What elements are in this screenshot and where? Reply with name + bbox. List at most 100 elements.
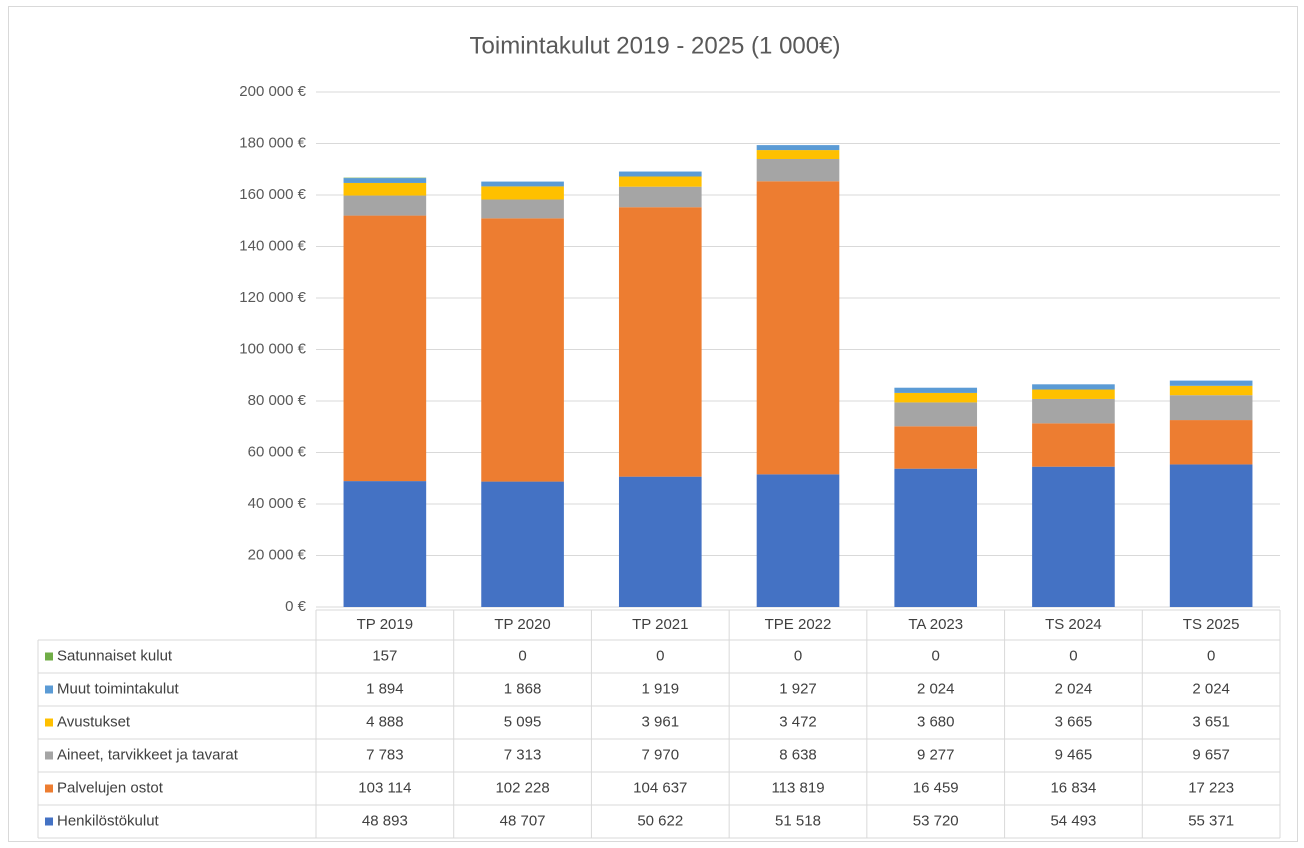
table-cell: 16 459 [913,779,959,796]
legend-key [45,817,53,826]
bar-segment [894,392,978,403]
legend-label: Palvelujen ostot [57,779,164,796]
y-tick-label: 20 000 € [248,546,307,563]
y-tick-label: 80 000 € [248,392,307,409]
bar-segment [894,426,978,469]
table-cell: 7 970 [642,746,680,763]
legend-label: Henkilöstökulut [57,812,160,829]
bar-segment [1169,420,1253,465]
legend-key [45,751,53,760]
bar-segment [481,199,564,219]
table-cell: 16 834 [1050,779,1096,796]
table-cell: 5 095 [504,713,542,730]
legend-key [45,652,53,661]
table-cell: 3 651 [1192,713,1230,730]
legend-label: Aineet, tarvikkeet ja tavarat [57,746,239,763]
bar-segment [618,176,702,187]
table-cell: 1 919 [642,680,680,697]
bar-segment [618,476,702,607]
x-tick-label: TP 2020 [494,616,550,633]
y-tick-label: 120 000 € [239,289,306,306]
table-cell: 3 472 [779,713,817,730]
table-cell: 1 868 [504,680,542,697]
table-cell: 0 [932,647,940,664]
x-tick-label: TP 2019 [357,616,413,633]
bar-segment [618,186,702,208]
table-cell: 7 783 [366,746,404,763]
bar-segment [756,474,840,607]
table-cell: 2 024 [1192,680,1230,697]
table-cell: 8 638 [779,746,817,763]
bar-segment [1032,466,1115,607]
bar-segment [756,145,840,151]
legend-label: Avustukset [57,713,131,730]
bar-segment [1169,395,1253,421]
bar-segment [894,468,978,607]
y-tick-label: 140 000 € [239,237,306,254]
bar-segment [1169,464,1253,607]
table-cell: 1 927 [779,680,817,697]
bar-segment [756,181,840,475]
table-cell: 7 313 [504,746,542,763]
y-tick-label: 200 000 € [239,83,306,100]
bar-segment [756,150,840,160]
x-tick-label: TPE 2022 [765,616,832,633]
table-cell: 3 665 [1055,713,1093,730]
bar-segment [343,215,427,482]
x-tick-label: TA 2023 [908,616,963,633]
table-cell: 55 371 [1188,812,1234,829]
y-tick-label: 40 000 € [248,495,307,512]
bar-segment [481,186,564,200]
bar-segment [894,387,978,393]
y-tick-label: 60 000 € [248,443,307,460]
table-cell: 50 622 [637,812,683,829]
table-cell: 102 228 [495,779,549,796]
bar-segment [481,218,564,482]
table-cell: 157 [372,647,397,664]
table-cell: 0 [794,647,802,664]
legend-key [45,718,53,727]
table-cell: 17 223 [1188,779,1234,796]
chart-title: Toimintakulut 2019 - 2025 (1 000€) [470,32,841,59]
bar-segment [894,402,978,427]
bar-segment [343,178,427,183]
legend-key [45,685,53,694]
table-cell: 48 707 [500,812,546,829]
table-cell: 104 637 [633,779,687,796]
bar-segment [343,182,427,196]
legend-key [45,784,53,793]
table-cell: 53 720 [913,812,959,829]
bar-segment [1032,423,1115,467]
bar-segment [343,481,427,607]
table-cell: 2 024 [1055,680,1093,697]
table-cell: 9 657 [1192,746,1230,763]
y-tick-label: 0 € [285,598,307,615]
bar-segment [1032,398,1115,424]
table-cell: 4 888 [366,713,404,730]
table-cell: 2 024 [917,680,955,697]
table-cell: 9 277 [917,746,955,763]
bar-segment [1032,389,1115,399]
bar-segment [481,481,564,607]
y-tick-label: 100 000 € [239,340,306,357]
y-tick-label: 180 000 € [239,134,306,151]
table-cell: 51 518 [775,812,821,829]
table-cell: 48 893 [362,812,408,829]
y-tick-label: 160 000 € [239,186,306,203]
bar-segment [1169,380,1253,386]
table-cell: 103 114 [358,779,411,796]
bar-segment [756,159,840,182]
table-cell: 9 465 [1055,746,1093,763]
table-cell: 0 [1207,647,1215,664]
legend-label: Muut toimintakulut [57,680,180,697]
table-cell: 3 961 [642,713,680,730]
bar-segment [481,181,564,187]
table-cell: 113 819 [771,779,824,796]
x-tick-label: TP 2021 [632,616,688,633]
x-tick-label: TS 2024 [1045,616,1102,633]
legend-label: Satunnaiset kulut [57,647,173,664]
table-cell: 0 [656,647,664,664]
bar-segment [1169,385,1253,396]
bar-segment [1032,384,1115,390]
